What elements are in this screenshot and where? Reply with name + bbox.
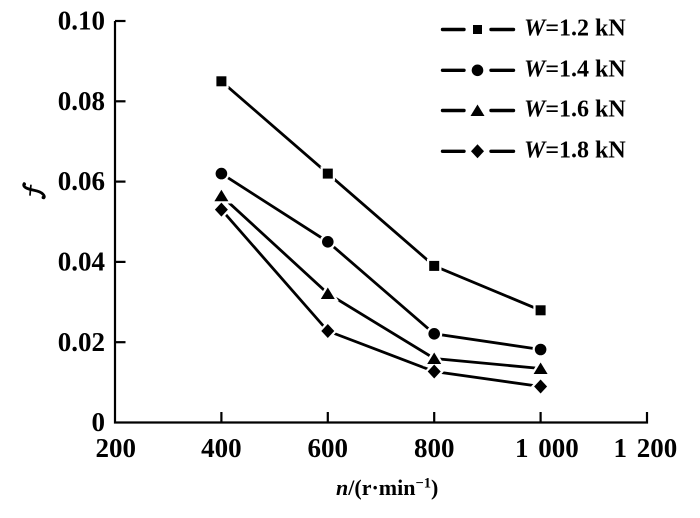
svg-text:0.02: 0.02 (58, 327, 105, 357)
svg-text:600: 600 (308, 433, 349, 463)
svg-text:200: 200 (95, 433, 136, 463)
svg-text:W=1.8 kN: W=1.8 kN (524, 137, 626, 163)
svg-text:1 200: 1 200 (614, 433, 678, 463)
svg-text:0.10: 0.10 (58, 6, 105, 36)
svg-text:400: 400 (201, 433, 242, 463)
svg-text:800: 800 (414, 433, 455, 463)
svg-text:0.06: 0.06 (58, 166, 105, 196)
svg-text:0.08: 0.08 (58, 86, 105, 116)
svg-text:W=1.2 kN: W=1.2 kN (524, 16, 626, 42)
svg-text:0: 0 (92, 407, 106, 437)
svg-text:W=1.4 kN: W=1.4 kN (524, 56, 626, 82)
svg-text:1 000: 1 000 (515, 433, 579, 463)
svg-text:W=1.6 kN: W=1.6 kN (524, 97, 626, 123)
svg-text:0.04: 0.04 (58, 247, 105, 277)
